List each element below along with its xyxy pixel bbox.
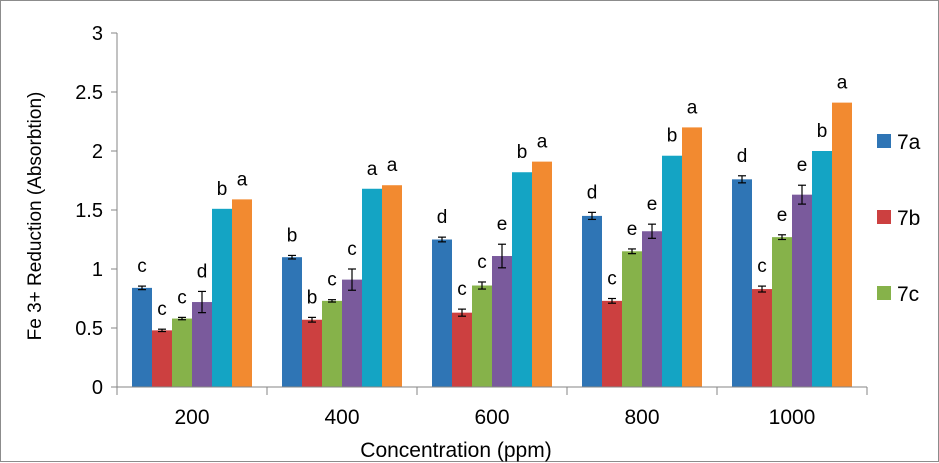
y-tick-label: 3 bbox=[92, 23, 103, 45]
bar bbox=[772, 237, 792, 387]
significance-letter: c bbox=[177, 287, 187, 308]
x-tick-label: 400 bbox=[324, 406, 359, 429]
legend: 7a 7b 7c bbox=[877, 131, 921, 306]
bar bbox=[432, 239, 452, 387]
bar bbox=[642, 231, 662, 387]
y-axis-ticks: 0 0.5 1 1.5 2 2.5 3 bbox=[75, 23, 117, 399]
bar bbox=[342, 279, 362, 387]
legend-swatch bbox=[877, 286, 891, 300]
bar bbox=[532, 161, 552, 387]
bar bbox=[172, 318, 192, 387]
significance-letter: a bbox=[687, 97, 698, 118]
significance-letter: a bbox=[237, 169, 248, 190]
legend-swatch bbox=[877, 134, 891, 148]
x-axis-ticks: 200 400 600 800 1000 bbox=[116, 387, 868, 429]
significance-letter: e bbox=[777, 205, 788, 226]
x-tick-label: 1000 bbox=[769, 406, 816, 429]
bar bbox=[602, 300, 622, 387]
significance-letter: c bbox=[757, 256, 767, 277]
significance-letter: e bbox=[627, 219, 638, 240]
error-bars bbox=[138, 175, 806, 333]
y-tick-label: 0.5 bbox=[75, 318, 103, 340]
x-axis-label: Concentration (ppm) bbox=[360, 439, 551, 462]
y-axis-label: Fe 3+ Reduction (Absorbtion) bbox=[25, 92, 46, 341]
bar bbox=[212, 208, 232, 387]
legend-swatch bbox=[877, 210, 891, 224]
significance-letter: a bbox=[387, 155, 398, 176]
significance-letter: a bbox=[537, 132, 548, 153]
y-tick-label: 2.5 bbox=[75, 82, 103, 104]
bar bbox=[682, 127, 702, 388]
bar bbox=[662, 155, 682, 387]
significance-letter: c bbox=[607, 269, 617, 290]
significance-letter: a bbox=[367, 159, 378, 180]
significance-letter: c bbox=[327, 270, 337, 291]
significance-letter: a bbox=[837, 73, 848, 94]
significance-letter: b bbox=[217, 179, 228, 200]
bar bbox=[812, 151, 832, 387]
bars bbox=[132, 102, 852, 388]
significance-letter: d bbox=[587, 182, 598, 203]
significance-letter: e bbox=[797, 155, 808, 176]
significance-letter: c bbox=[157, 299, 167, 320]
bar bbox=[362, 188, 382, 387]
bar bbox=[192, 302, 212, 387]
legend-label: 7c bbox=[897, 283, 919, 306]
bar bbox=[452, 312, 472, 387]
legend-label: 7b bbox=[897, 207, 920, 230]
bar bbox=[232, 199, 252, 387]
bar bbox=[322, 300, 342, 387]
significance-letter: b bbox=[517, 142, 528, 163]
significance-letter: c bbox=[477, 252, 487, 273]
y-tick-label: 1 bbox=[92, 259, 103, 281]
bar bbox=[282, 257, 302, 387]
significance-letter: d bbox=[197, 261, 208, 282]
y-tick-label: 0 bbox=[92, 377, 103, 399]
significance-letter: b bbox=[667, 126, 678, 147]
significance-letter: b bbox=[287, 225, 298, 246]
bar bbox=[582, 215, 602, 387]
bar bbox=[302, 319, 322, 387]
x-tick-label: 800 bbox=[624, 406, 659, 429]
significance-letter: d bbox=[737, 146, 748, 167]
bar bbox=[622, 251, 642, 387]
significance-letter: e bbox=[647, 194, 658, 215]
axes bbox=[116, 33, 867, 388]
bar bbox=[752, 289, 772, 387]
y-tick-label: 1.5 bbox=[75, 200, 103, 222]
significance-letter: d bbox=[437, 207, 448, 228]
significance-letter: b bbox=[817, 121, 828, 142]
legend-label: 7a bbox=[897, 131, 921, 154]
bar bbox=[472, 285, 492, 387]
bar bbox=[132, 287, 152, 387]
significance-letter: e bbox=[497, 214, 508, 235]
bar bbox=[512, 172, 532, 387]
bar bbox=[382, 185, 402, 387]
bar bbox=[152, 330, 172, 387]
x-tick-label: 600 bbox=[474, 406, 509, 429]
bar bbox=[732, 179, 752, 387]
significance-letter: c bbox=[457, 279, 467, 300]
bar bbox=[792, 194, 812, 387]
x-tick-label: 200 bbox=[174, 406, 209, 429]
bar bbox=[492, 256, 512, 387]
y-tick-label: 2 bbox=[92, 141, 103, 163]
significance-letter: c bbox=[347, 239, 357, 260]
significance-letter: c bbox=[137, 256, 147, 277]
significance-letter: b bbox=[307, 287, 318, 308]
bar bbox=[832, 102, 852, 388]
